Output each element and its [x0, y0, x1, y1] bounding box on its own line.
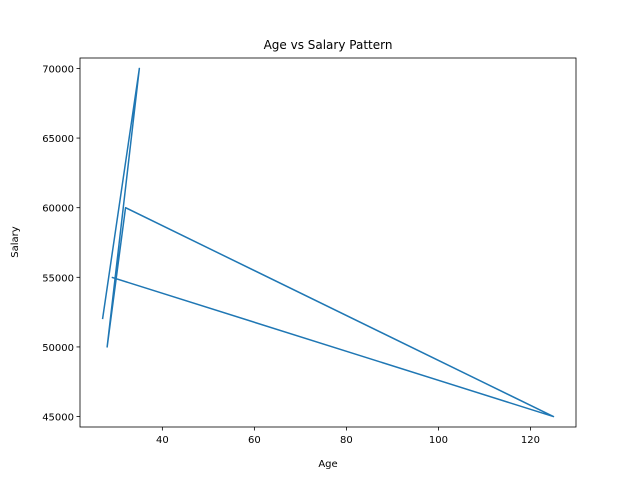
y-axis-ticks: 45000 50000 55000 60000 65000 70000: [42, 64, 80, 424]
y-tick-label: 70000: [42, 64, 74, 75]
x-tick-label: 40: [156, 435, 169, 446]
plot-background: [80, 58, 576, 427]
x-axis-label: Age: [318, 459, 337, 470]
chart-title: Age vs Salary Pattern: [264, 38, 393, 52]
y-axis-label: Salary: [10, 226, 21, 257]
x-axis-ticks: 40 60 80 100 120: [156, 427, 540, 446]
x-tick-label: 120: [521, 435, 540, 446]
x-tick-label: 60: [248, 435, 261, 446]
y-tick-label: 65000: [42, 134, 74, 145]
series-layer: [101, 67, 555, 418]
x-tick-label: 80: [340, 435, 353, 446]
series-line: [101, 67, 555, 418]
y-tick-label: 50000: [42, 343, 74, 354]
y-tick-label: 60000: [42, 204, 74, 215]
y-tick-label: 45000: [42, 413, 74, 424]
x-tick-label: 100: [429, 435, 448, 446]
plot-frame: [79, 57, 577, 428]
y-tick-label: 55000: [42, 273, 74, 284]
